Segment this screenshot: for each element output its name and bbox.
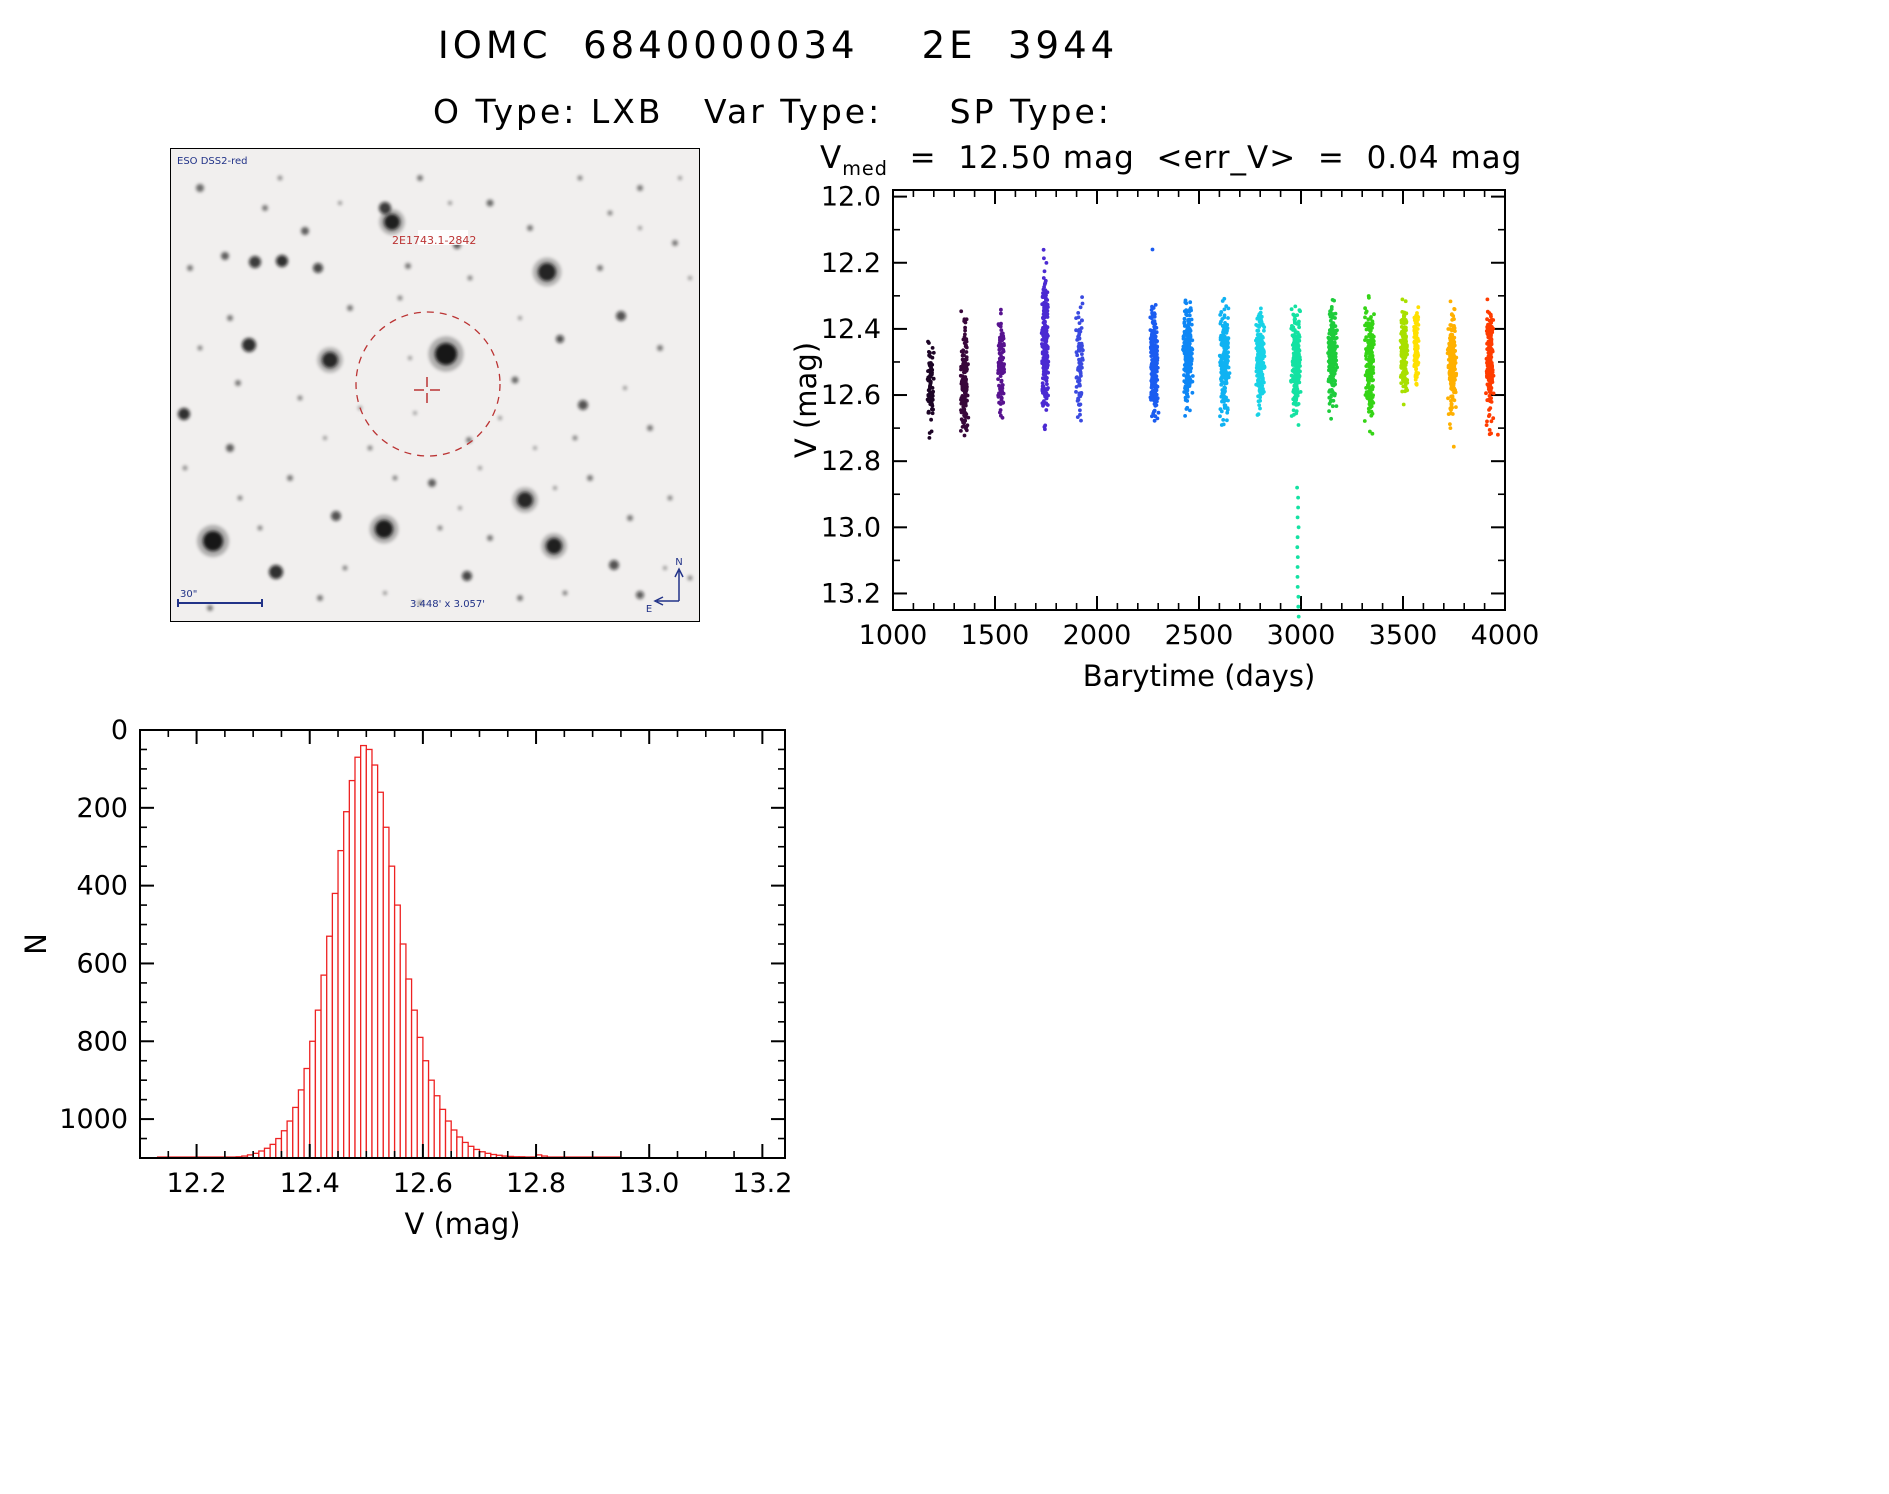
lightcurve-panel: Vmed = 12.50 mag <err_V> = 0.04 mag 1000… — [789, 140, 1540, 700]
lightcurve-points — [925, 247, 1500, 619]
svg-text:0: 0 — [111, 715, 128, 746]
svg-text:12.8: 12.8 — [506, 1168, 566, 1199]
svg-text:N: N — [20, 933, 53, 955]
page-subtitle: O Type: LXB Var Type: SP Type: — [433, 92, 1112, 131]
compass-east-label: E — [646, 604, 652, 615]
svg-text:12.6: 12.6 — [821, 380, 881, 411]
svg-text:800: 800 — [76, 1026, 128, 1057]
page-title: IOMC 6840000034 2E 3944 — [437, 24, 1119, 67]
svg-text:2000: 2000 — [1063, 620, 1132, 651]
svg-text:12.2: 12.2 — [821, 248, 881, 279]
svg-text:13.0: 13.0 — [821, 512, 881, 543]
finding-chart-image: 2E1743.1-2842 ESO DSS2-red 30" 3.448' x 3.0… — [170, 148, 700, 622]
target-circle — [355, 311, 501, 457]
svg-text:3500: 3500 — [1369, 620, 1438, 651]
svg-text:3000: 3000 — [1267, 620, 1336, 651]
star-field — [178, 175, 693, 611]
compass-north-label: N — [675, 557, 682, 568]
svg-text:1000: 1000 — [59, 1104, 128, 1135]
svg-text:Barytime (days): Barytime (days) — [1083, 659, 1316, 693]
fov-label: 3.448' x 3.057' — [410, 599, 485, 610]
svg-text:12.6: 12.6 — [393, 1168, 453, 1199]
svg-text:600: 600 — [76, 948, 128, 979]
svg-text:4000: 4000 — [1471, 620, 1540, 651]
vmed-symbol: V — [820, 140, 843, 176]
svg-text:12.4: 12.4 — [280, 1168, 340, 1199]
finding-chart: 2E1743.1-2842 ESO DSS2-red 30" 3.448' x 3.0… — [170, 148, 700, 622]
svg-text:12.8: 12.8 — [821, 446, 881, 477]
svg-text:13.0: 13.0 — [619, 1168, 679, 1199]
svg-text:V (mag): V (mag) — [404, 1207, 520, 1241]
lightcurve-plot: 1000 1500 2000 2500 3000 3500 4000 12.0 12.2 12.4… — [789, 140, 1540, 700]
lightcurve-title: Vmed = 12.50 mag <err_V> = 0.04 mag — [820, 140, 1523, 181]
vmed-value: = 12.50 mag <err_V> = 0.04 mag — [887, 140, 1523, 176]
svg-text:1000: 1000 — [859, 620, 928, 651]
svg-text:1500: 1500 — [961, 620, 1030, 651]
svg-text:12.0: 12.0 — [821, 182, 881, 213]
lightcurve-canvas: 1000 1500 2000 2500 3000 3500 4000 12.0 12.2 12.4… — [789, 182, 1540, 693]
svg-text:12.4: 12.4 — [821, 314, 881, 345]
compass-icon — [653, 567, 684, 606]
histogram-panel: 12.2 12.4 12.6 12.8 13.0 13.2 0 200 400 600 800 100… — [19, 700, 830, 1290]
histogram-bars — [156, 744, 621, 1159]
survey-label: ESO DSS2-red — [177, 156, 247, 167]
svg-text:13.2: 13.2 — [821, 578, 881, 609]
svg-text:V (mag): V (mag) — [790, 342, 823, 458]
svg-text:200: 200 — [76, 793, 128, 824]
scale-label: 30" — [180, 589, 197, 600]
svg-text:400: 400 — [76, 871, 128, 902]
svg-text:12.2: 12.2 — [167, 1168, 227, 1199]
svg-text:13.2: 13.2 — [732, 1168, 792, 1199]
histogram-canvas: 12.2 12.4 12.6 12.8 13.0 13.2 0 200 400 600 800 100… — [19, 715, 792, 1241]
svg-text:2500: 2500 — [1165, 620, 1234, 651]
source-name-label: 2E1743.1-2842 — [392, 234, 476, 247]
vmed-subscript: med — [842, 157, 888, 181]
